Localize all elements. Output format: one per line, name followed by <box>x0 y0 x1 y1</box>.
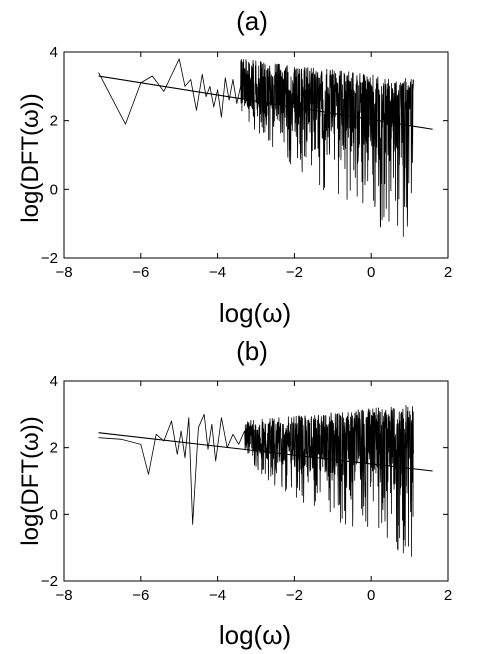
panel-a-axes-frame <box>63 51 449 259</box>
panel-a: (a) log(DFT(ω)) log(ω) −8 −6 −4 −2 0 2 −2 0 2 4 <box>17 6 452 328</box>
y-tick-label: −2 <box>41 573 58 590</box>
panel-a-title: (a) <box>236 6 268 36</box>
linear-fit-line <box>98 75 433 130</box>
linear-fit-line <box>98 432 433 472</box>
panel-a-y-axis-label: log(DFT(ω)) <box>17 93 44 222</box>
y-tick-label: 4 <box>50 44 58 61</box>
x-tick-label: −6 <box>132 587 149 604</box>
panel-b-axes-frame <box>63 380 449 582</box>
panel-b-title: (b) <box>236 336 268 366</box>
panel-a-x-axis-label: log(ω) <box>219 298 291 328</box>
panel-b-y-axis-label: log(DFT(ω)) <box>17 416 44 545</box>
y-tick-label: 2 <box>50 113 58 130</box>
y-tick-label: −2 <box>41 250 58 267</box>
x-tick-label: 2 <box>444 587 452 604</box>
x-tick-label: −8 <box>55 264 72 281</box>
y-tick-label: 0 <box>50 506 58 523</box>
y-tick-label: 2 <box>50 440 58 457</box>
x-tick-label: −2 <box>286 587 303 604</box>
x-tick-label: 2 <box>444 264 452 281</box>
panel-b-x-axis-label: log(ω) <box>219 620 291 650</box>
spectrum-line <box>98 58 414 237</box>
panel-a-ticks: −8 −6 −4 −2 0 2 −2 0 2 4 <box>41 44 452 281</box>
x-tick-label: 0 <box>367 587 375 604</box>
x-tick-label: −6 <box>132 264 149 281</box>
panel-b-ticks: −8 −6 −4 −2 0 2 −2 0 2 4 <box>41 373 452 604</box>
panel-b-plot-area <box>98 405 433 557</box>
spectrum-line <box>98 405 414 557</box>
x-tick-label: −2 <box>286 264 303 281</box>
panel-b: (b) log(DFT(ω)) log(ω) −8 −6 −4 −2 0 2 −2 0 2 4 <box>17 336 452 650</box>
y-tick-label: 4 <box>50 373 58 390</box>
x-tick-label: 0 <box>367 264 375 281</box>
panel-a-plot-area <box>98 58 433 237</box>
x-tick-label: −8 <box>55 587 72 604</box>
x-tick-label: −4 <box>209 587 226 604</box>
y-tick-label: 0 <box>50 181 58 198</box>
x-tick-label: −4 <box>209 264 226 281</box>
